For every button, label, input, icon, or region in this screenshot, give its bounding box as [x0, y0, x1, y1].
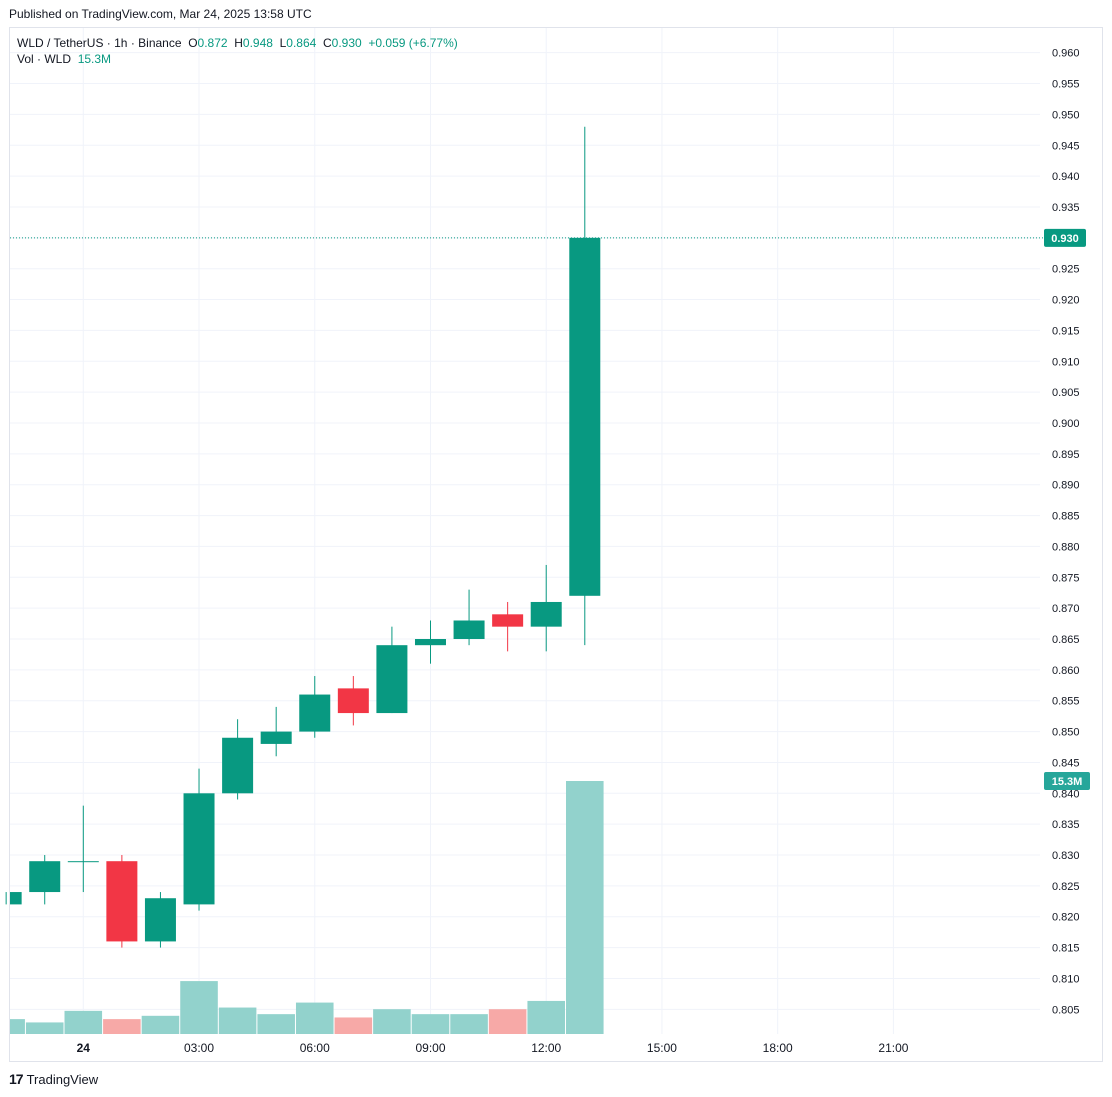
open-label: O [188, 36, 198, 50]
y-tick-label: 0.900 [1052, 418, 1080, 430]
volume-bar [218, 1007, 257, 1034]
candle-body [67, 861, 99, 863]
y-tick-label: 0.955 [1052, 79, 1080, 91]
candle-body [492, 614, 524, 627]
y-tick-label: 0.915 [1052, 325, 1080, 337]
y-tick-label: 0.905 [1052, 387, 1080, 399]
volume-bar [411, 1014, 450, 1034]
volume-bar [257, 1014, 295, 1034]
volume-bar [295, 1002, 334, 1034]
candle-body [222, 737, 254, 794]
y-tick-label: 0.945 [1052, 140, 1080, 152]
close-label: C [323, 36, 332, 50]
y-tick-label: 0.935 [1052, 202, 1080, 214]
x-tick-label: 06:00 [300, 1041, 330, 1055]
volume-bar [488, 1009, 527, 1034]
y-tick-label: 0.925 [1052, 264, 1080, 276]
candle-body [337, 688, 369, 714]
candle-body [414, 639, 446, 646]
volume-bar [180, 981, 218, 1034]
y-tick-label: 0.895 [1052, 449, 1080, 461]
y-tick-label: 0.805 [1052, 1004, 1080, 1016]
candle-body [530, 601, 562, 627]
volume-bar [334, 1017, 373, 1034]
candle-body [453, 620, 485, 640]
y-tick-label: 0.835 [1052, 819, 1080, 831]
y-tick-label: 0.920 [1052, 295, 1080, 307]
footer-brand[interactable]: 17 TradingView [9, 1071, 98, 1087]
volume-bar [450, 1014, 488, 1034]
y-tick-label: 0.825 [1052, 881, 1080, 893]
open-value: 0.872 [197, 36, 228, 50]
high-value: 0.948 [242, 36, 273, 50]
legend-row-ohlc: WLD / TetherUS · 1h · Binance O0.872 H0.… [17, 35, 458, 51]
y-tick-label: 0.885 [1052, 511, 1080, 523]
volume-bar [25, 1022, 64, 1034]
candle-body [299, 694, 331, 732]
volume-bar [373, 1009, 411, 1034]
y-tick-label: 0.950 [1052, 109, 1080, 121]
y-tick-label: 0.810 [1052, 973, 1080, 985]
y-tick-label: 0.875 [1052, 572, 1080, 584]
candle-body [376, 645, 408, 714]
last-price-badge [1044, 228, 1086, 247]
volume-bar [10, 1019, 25, 1034]
candle-body [260, 731, 292, 744]
y-tick-label: 0.845 [1052, 757, 1080, 769]
y-tick-label: 0.855 [1052, 696, 1080, 708]
y-tick-label: 0.890 [1052, 480, 1080, 492]
x-tick-label: 09:00 [415, 1041, 445, 1055]
legend: WLD / TetherUS · 1h · Binance O0.872 H0.… [17, 35, 458, 67]
candle-body [10, 892, 22, 905]
candle-body [183, 793, 215, 905]
y-tick-label: 0.860 [1052, 665, 1080, 677]
last-price-label: 0.930 [1051, 233, 1079, 245]
published-caption: Published on TradingView.com, Mar 24, 20… [9, 7, 312, 21]
volume-label[interactable]: Vol · WLD [17, 52, 72, 66]
x-tick-label: 12:00 [531, 1041, 561, 1055]
y-tick-label: 0.820 [1052, 912, 1080, 924]
x-tick-label: 21:00 [878, 1041, 908, 1055]
chart-frame[interactable] [9, 27, 1103, 1062]
close-value: 0.930 [331, 36, 362, 50]
candle-body [106, 861, 138, 942]
volume-bar [141, 1015, 180, 1034]
y-tick-label: 0.910 [1052, 356, 1080, 368]
x-tick-label: 03:00 [184, 1041, 214, 1055]
tradingview-logo-icon: 17 [9, 1071, 24, 1087]
y-tick-label: 0.830 [1052, 850, 1080, 862]
last-volume-label: 15.3M [1052, 776, 1083, 788]
volume-bar [527, 1000, 566, 1034]
y-tick-label: 0.960 [1052, 48, 1080, 60]
volume-bar [103, 1019, 141, 1034]
change-value: +0.059 (+6.77%) [368, 36, 458, 50]
x-tick-label: 15:00 [647, 1041, 677, 1055]
volume-bar [566, 781, 604, 1034]
y-tick-label: 0.880 [1052, 541, 1080, 553]
low-label: L [279, 36, 287, 50]
high-label: H [234, 36, 243, 50]
volume-bar [64, 1010, 103, 1034]
low-value: 0.864 [286, 36, 317, 50]
x-tick-label: 24 [77, 1041, 91, 1055]
candle-body [144, 898, 176, 942]
y-tick-label: 0.940 [1052, 171, 1080, 183]
symbol-label[interactable]: WLD / TetherUS · 1h · Binance [17, 36, 182, 50]
y-tick-label: 0.815 [1052, 943, 1080, 955]
candle-body [569, 237, 601, 596]
candle-body [29, 861, 61, 893]
y-tick-label: 0.870 [1052, 603, 1080, 615]
x-tick-label: 18:00 [763, 1041, 793, 1055]
y-tick-label: 0.840 [1052, 788, 1080, 800]
brand-name: TradingView [26, 1071, 99, 1087]
volume-value: 15.3M [77, 52, 112, 66]
legend-row-volume: Vol · WLD 15.3M [17, 51, 458, 67]
y-tick-label: 0.865 [1052, 634, 1080, 646]
y-tick-label: 0.850 [1052, 727, 1080, 739]
last-volume-badge [1044, 772, 1090, 790]
